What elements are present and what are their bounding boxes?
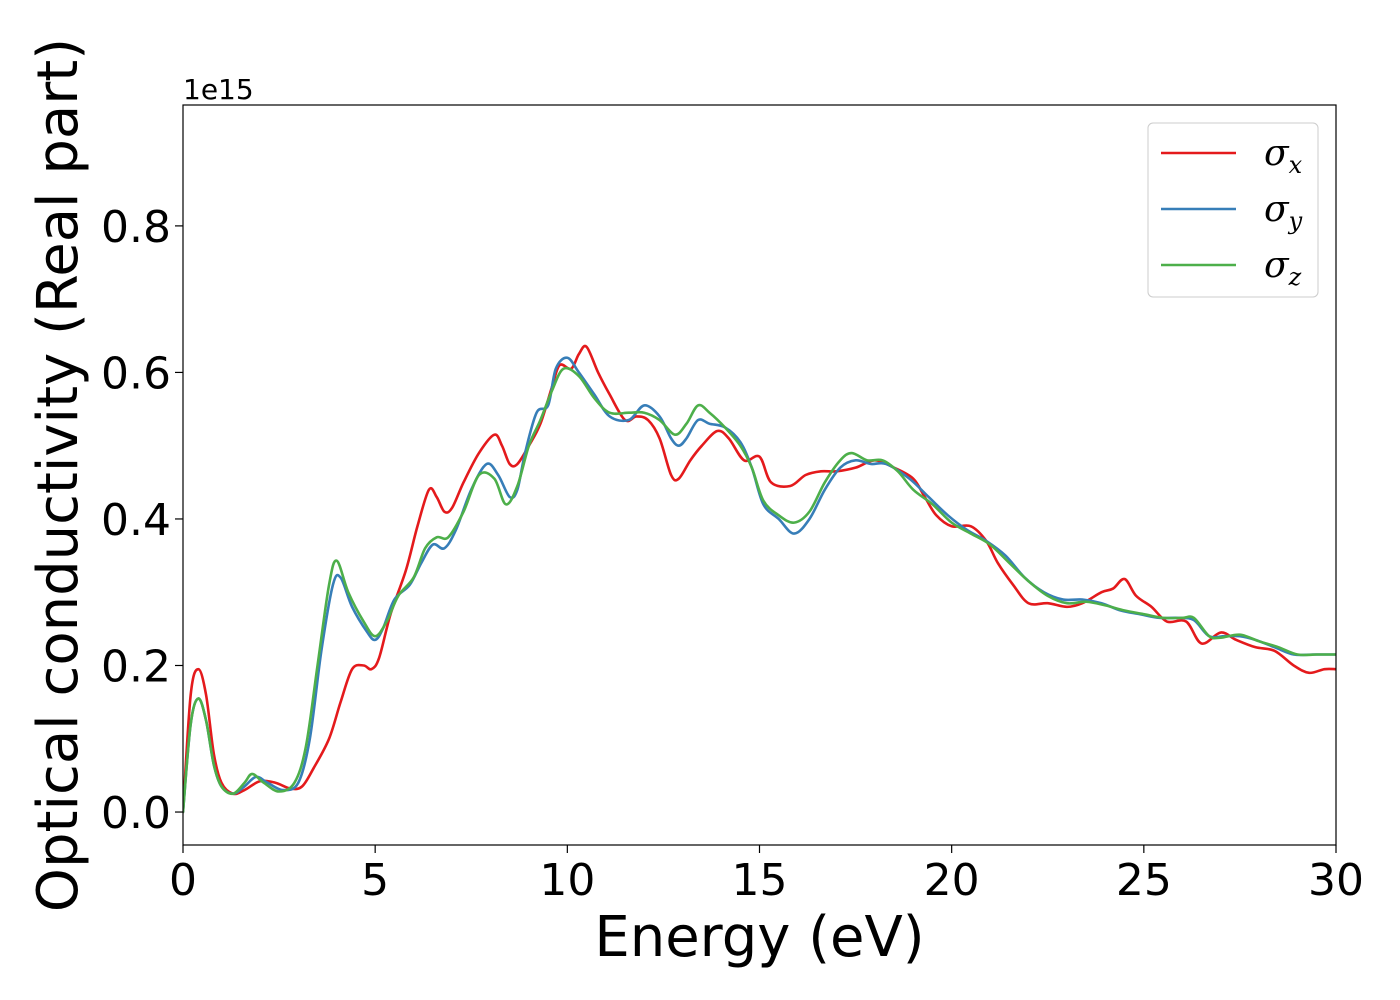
x-tick-label: 0 [169, 855, 197, 906]
x-tick-label: 30 [1308, 855, 1364, 906]
legend-label-sigma-y: σy [1264, 189, 1303, 235]
x-tick-label: 5 [361, 855, 389, 906]
y-axis: 0.0 0.2 0.4 0.6 0.8 [101, 202, 183, 839]
y-tick-label: 0.6 [101, 348, 171, 399]
x-axis: 0 5 10 15 20 25 30 [169, 845, 1364, 906]
y-tick-label: 0.0 [101, 788, 171, 839]
series-line-sigma-z [183, 366, 1336, 814]
y-tick-label: 0.4 [101, 495, 171, 546]
x-tick-label: 10 [539, 855, 595, 906]
x-axis-label: Energy (eV) [594, 905, 924, 970]
series-layer [183, 344, 1336, 814]
x-tick-label: 15 [732, 855, 788, 906]
series-line-sigma-x [183, 344, 1336, 814]
legend-label-sigma-x: σx [1264, 133, 1303, 179]
series-line-sigma-y [183, 356, 1336, 814]
y-tick-label: 0.2 [101, 641, 171, 692]
y-tick-label: 0.8 [101, 202, 171, 253]
y-axis-label: Optical conductivity (Real part) [26, 38, 91, 912]
x-tick-label: 20 [924, 855, 980, 906]
x-tick-label: 25 [1116, 855, 1172, 906]
legend-label-sigma-z: σz [1264, 245, 1302, 291]
y-offset-label: 1e15 [183, 73, 254, 106]
legend: σx σy σz [1147, 122, 1319, 298]
